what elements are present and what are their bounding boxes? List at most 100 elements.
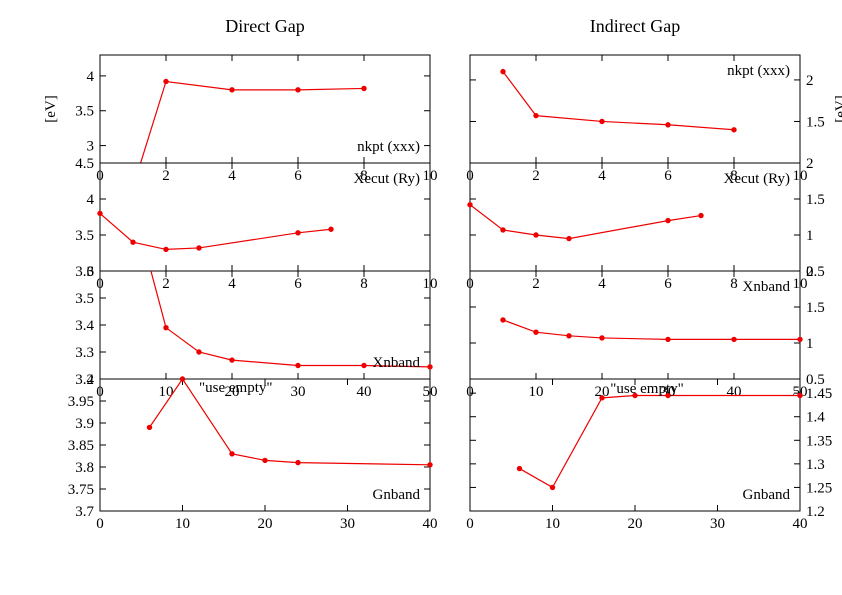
xtick-label: 4 xyxy=(598,276,606,292)
panel-label: nkpt (xxx) xyxy=(727,63,790,79)
series-marker xyxy=(296,363,300,367)
xtick-label: 40 xyxy=(727,384,742,400)
xtick-label: 0 xyxy=(466,516,474,532)
ytick-label: 1.5 xyxy=(806,192,825,208)
ytick-label: 3.8 xyxy=(75,460,94,476)
xtick-label: 10 xyxy=(545,516,560,532)
ytick-label: 2 xyxy=(806,73,814,89)
ytick-label: 3.6 xyxy=(75,264,94,280)
ytick-label: 1 xyxy=(806,228,814,244)
series-marker xyxy=(534,233,538,237)
series-marker xyxy=(296,460,300,464)
series-marker xyxy=(131,240,135,244)
panel-label: Xecut (Ry) xyxy=(354,171,420,187)
series-marker xyxy=(468,203,472,207)
ytick-label: 3 xyxy=(87,139,95,155)
series-marker xyxy=(428,463,432,467)
series-marker xyxy=(296,231,300,235)
ytick-label: 2 xyxy=(806,156,814,172)
column-title-0: Direct Gap xyxy=(225,16,304,36)
panel-5: 010203040500.511.52Xnband xyxy=(466,264,825,400)
series-marker xyxy=(699,213,703,217)
xtick-label: 2 xyxy=(532,168,540,184)
xtick-label: 4 xyxy=(598,168,606,184)
column-title-1: Indirect Gap xyxy=(590,16,680,36)
ytick-label: 3.75 xyxy=(68,482,94,498)
ytick-label: 3.3 xyxy=(75,345,94,361)
xtick-label: 2 xyxy=(532,276,540,292)
panel-label: Xnband xyxy=(743,279,791,295)
ytick-label: 4.5 xyxy=(75,156,94,172)
ytick-label: 1.25 xyxy=(806,480,832,496)
series-marker xyxy=(550,485,554,489)
xtick-label: 30 xyxy=(291,384,306,400)
xtick-label: 6 xyxy=(294,168,302,184)
series-marker xyxy=(600,336,604,340)
panel-7: 0102030401.21.251.31.351.41.45Gnband"use… xyxy=(466,379,832,532)
panel-label: Gnband xyxy=(373,487,421,503)
series-marker xyxy=(666,218,670,222)
ytick-label: 3.7 xyxy=(75,504,94,520)
series-marker xyxy=(428,365,432,369)
ytick-label: 4 xyxy=(87,372,95,388)
ytick-label: 3.5 xyxy=(75,104,94,120)
ytick-label: 3.85 xyxy=(68,438,94,454)
series-marker xyxy=(517,466,521,470)
series-marker xyxy=(164,326,168,330)
ytick-label: 3.95 xyxy=(68,394,94,410)
series-marker xyxy=(362,86,366,90)
xtick-label: 2 xyxy=(162,276,170,292)
series-line xyxy=(503,72,734,130)
series-marker xyxy=(98,211,102,215)
panel-label: Gnband xyxy=(743,487,791,503)
series-marker xyxy=(197,246,201,250)
ytick-label: 2 xyxy=(806,264,814,280)
xtick-label: 6 xyxy=(294,276,302,292)
xtick-label: 6 xyxy=(664,276,672,292)
series-marker xyxy=(296,88,300,92)
series-marker xyxy=(180,377,184,381)
ytick-label: 1.3 xyxy=(806,457,825,473)
series-marker xyxy=(732,337,736,341)
ytick-label: 3.4 xyxy=(75,318,94,334)
ytick-label: 3.5 xyxy=(75,228,94,244)
xtick-label: 4 xyxy=(228,168,236,184)
series-marker xyxy=(798,393,802,397)
series-marker xyxy=(798,337,802,341)
ytick-label: 1.5 xyxy=(806,114,825,130)
panel-6: 0102030403.73.753.83.853.93.954Gnband"us… xyxy=(68,372,438,532)
series-marker xyxy=(230,452,234,456)
series-marker xyxy=(164,247,168,251)
series-marker xyxy=(263,458,267,462)
ytick-label: 1.35 xyxy=(806,433,832,449)
series-marker xyxy=(164,79,168,83)
series-marker xyxy=(666,337,670,341)
series-marker xyxy=(501,318,505,322)
series-marker xyxy=(197,350,201,354)
panel-label: nkpt (xxx) xyxy=(357,139,420,155)
series-marker xyxy=(501,228,505,232)
panel-1: 02468101.52nkpt (xxx) xyxy=(466,55,825,184)
series-marker xyxy=(534,113,538,117)
series-line xyxy=(520,396,801,488)
xtick-label: 10 xyxy=(175,516,190,532)
ytick-label: 1 xyxy=(806,336,814,352)
series-marker xyxy=(567,236,571,240)
panel-label: Xecut (Ry) xyxy=(724,171,790,187)
series-marker xyxy=(230,88,234,92)
series-marker xyxy=(501,69,505,73)
series-marker xyxy=(567,334,571,338)
ytick-label: 4 xyxy=(87,69,95,85)
xtick-label: 40 xyxy=(423,516,438,532)
ytick-label: 4 xyxy=(87,192,95,208)
panel-extra-label: "use empty" xyxy=(199,380,272,396)
series-line xyxy=(503,320,800,339)
panel-extra-label: "use empty" xyxy=(610,381,683,397)
series-marker xyxy=(230,358,234,362)
xtick-label: 8 xyxy=(730,276,738,292)
series-marker xyxy=(362,363,366,367)
panel-label: Xnband xyxy=(373,355,421,371)
ytick-label: 1.2 xyxy=(806,504,825,520)
panel-3: 02468100.511.52Xecut (Ry) xyxy=(466,156,825,292)
xtick-label: 2 xyxy=(162,168,170,184)
